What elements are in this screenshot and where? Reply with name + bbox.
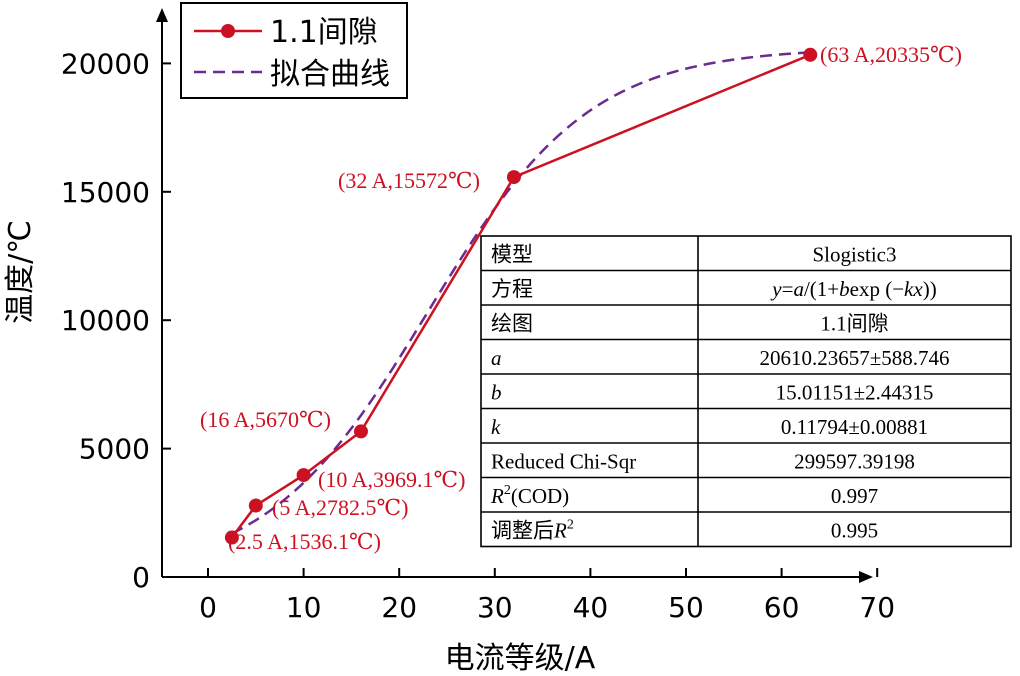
plot-area <box>224 47 818 545</box>
y-tick-label: 15000 <box>61 176 150 209</box>
legend-data-label: 1.1间隙 <box>270 15 378 50</box>
legend-frame <box>180 2 408 99</box>
x-tick-label: 50 <box>668 591 704 624</box>
x-tick-label: 10 <box>286 591 322 624</box>
data-point <box>248 498 263 513</box>
x-tick-label: 70 <box>859 591 895 624</box>
table-key: Reduced Chi-Sqr <box>491 449 636 473</box>
legend-data-swatch-marker <box>221 24 235 38</box>
y-tick-label: 0 <box>132 561 150 594</box>
x-tick-label: 0 <box>199 591 217 624</box>
data-label: (2.5 A,1536.1℃) <box>228 529 381 554</box>
x-axis-arrow <box>859 571 873 583</box>
data-point <box>224 530 239 545</box>
data-point <box>803 47 818 62</box>
fit-parameter-table: 模型 Slogistic3 方程 y=a/(1+bexp (−kx)) 绘图 1.1间隙 a… <box>480 235 1012 548</box>
x-tick-label: 40 <box>573 591 609 624</box>
table-key: R2(COD) <box>490 483 569 508</box>
table-key: 调整后R2 <box>491 517 574 542</box>
table-value: 20610.23657±588.746 <box>759 346 949 370</box>
ticks: 0 10 20 30 40 50 60 70 0 5000 10000 15000 20000 <box>61 47 895 624</box>
table-value: 0.997 <box>831 484 878 508</box>
data-label: (32 A,15572℃) <box>338 168 480 193</box>
x-axis-label: 电流等级/A <box>445 641 596 676</box>
table-key: b <box>491 380 502 404</box>
y-tick-label: 5000 <box>79 433 150 466</box>
data-labels: (2.5 A,1536.1℃) (5 A,2782.5℃) (10 A,3969.1… <box>200 42 962 554</box>
data-label: (63 A,20335℃) <box>820 42 962 67</box>
table-value: 0.995 <box>831 518 878 542</box>
table-key: k <box>491 415 501 439</box>
table-value: 1.1间隙 <box>820 311 888 335</box>
table-value: 299597.39198 <box>794 449 915 473</box>
x-tick-label: 60 <box>764 591 800 624</box>
data-label: (10 A,3969.1℃) <box>318 467 465 492</box>
table-value: Slogistic3 <box>812 242 896 266</box>
table-key: 模型 <box>491 242 533 266</box>
data-label: (16 A,5670℃) <box>200 407 331 432</box>
y-tick-label: 20000 <box>61 47 150 80</box>
axes <box>156 8 873 583</box>
legend-fit-label: 拟合曲线 <box>270 57 390 92</box>
data-point <box>353 424 368 439</box>
x-tick-label: 20 <box>381 591 417 624</box>
table-key: a <box>491 346 502 370</box>
table-key: 绘图 <box>491 311 533 335</box>
table-frame <box>480 235 1012 548</box>
data-label: (5 A,2782.5℃) <box>272 495 408 520</box>
data-point <box>296 468 311 483</box>
x-tick-label: 30 <box>477 591 513 624</box>
y-axis-arrow <box>156 8 168 22</box>
y-tick-label: 10000 <box>61 304 150 337</box>
table-value: y=a/(1+bexp (−kx)) <box>770 277 936 301</box>
table-key: 方程 <box>491 277 533 301</box>
y-axis-label: 温度/℃ <box>3 220 38 324</box>
table-value: 15.01151±2.44315 <box>776 380 934 404</box>
data-point <box>506 170 521 185</box>
table-value: 0.11794±0.00881 <box>781 415 928 439</box>
